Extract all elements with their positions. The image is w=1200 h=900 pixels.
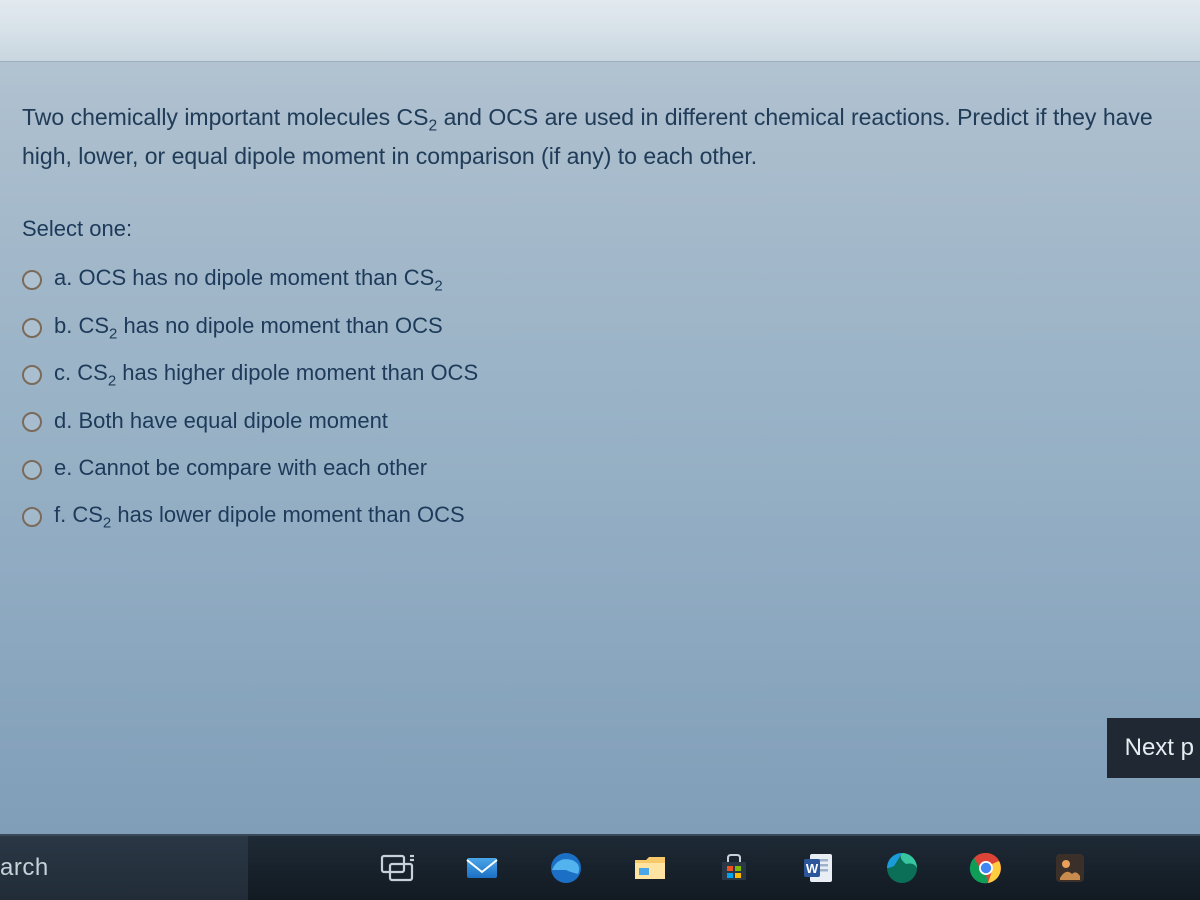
option-d[interactable]: d. Both have equal dipole moment — [22, 399, 1178, 446]
mail-icon[interactable] — [462, 848, 502, 888]
option-subscript: 2 — [108, 373, 116, 390]
windows-taskbar: arch — [0, 836, 1200, 900]
option-e[interactable]: e. Cannot be compare with each other — [22, 446, 1178, 493]
option-letter: c. — [54, 360, 71, 385]
option-e-label: e. Cannot be compare with each other — [54, 455, 427, 484]
next-page-button[interactable]: Next p — [1107, 718, 1200, 778]
radio-icon[interactable] — [22, 270, 42, 290]
edge-chromium-icon[interactable] — [882, 848, 922, 888]
option-letter: b. — [54, 313, 72, 338]
option-text-pre: CS — [78, 313, 109, 338]
header-strip — [0, 0, 1200, 62]
next-page-label: Next p — [1125, 734, 1194, 761]
microsoft-store-icon[interactable] — [714, 848, 754, 888]
taskbar-search[interactable]: arch — [0, 836, 248, 900]
option-c[interactable]: c. CS2 has higher dipole moment than OCS — [22, 351, 1178, 398]
option-letter: a. — [54, 265, 72, 290]
option-text-pre: Both have equal dipole moment — [78, 408, 387, 433]
question-text-part-1: Two chemically important molecules CS — [22, 104, 428, 130]
radio-icon[interactable] — [22, 318, 42, 338]
word-icon[interactable]: W — [798, 848, 838, 888]
option-text-pre: OCS has no dipole moment than CS — [78, 265, 434, 290]
option-subscript: 2 — [434, 278, 442, 295]
option-letter: f. — [54, 502, 66, 527]
option-f-label: f. CS2 has lower dipole moment than OCS — [54, 502, 465, 531]
option-text-post: has no dipole moment than OCS — [117, 313, 442, 338]
question-text-subscript: 2 — [428, 118, 437, 135]
radio-icon[interactable] — [22, 365, 42, 385]
option-c-label: c. CS2 has higher dipole moment than OCS — [54, 360, 478, 389]
option-text-pre: CS — [77, 360, 108, 385]
option-letter: e. — [54, 455, 72, 480]
search-input[interactable]: arch — [0, 854, 49, 882]
app-icon[interactable] — [1050, 848, 1090, 888]
svg-text:W: W — [806, 861, 819, 876]
option-f[interactable]: f. CS2 has lower dipole moment than OCS — [22, 493, 1178, 540]
file-explorer-icon[interactable] — [630, 848, 670, 888]
taskbar-icons: W — [378, 836, 1090, 900]
option-letter: d. — [54, 408, 72, 433]
option-text-post: has lower dipole moment than OCS — [111, 502, 464, 527]
options-list: a. OCS has no dipole moment than CS2 b. … — [22, 256, 1178, 540]
radio-icon[interactable] — [22, 460, 42, 480]
question-area: Two chemically important molecules CS2 a… — [0, 62, 1200, 541]
radio-icon[interactable] — [22, 507, 42, 527]
quiz-page: Two chemically important molecules CS2 a… — [0, 0, 1200, 900]
option-a[interactable]: a. OCS has no dipole moment than CS2 — [22, 256, 1178, 303]
edge-icon[interactable] — [546, 848, 586, 888]
radio-icon[interactable] — [22, 412, 42, 432]
option-text-pre: Cannot be compare with each other — [78, 455, 427, 480]
option-b[interactable]: b. CS2 has no dipole moment than OCS — [22, 304, 1178, 351]
question-text: Two chemically important molecules CS2 a… — [22, 100, 1178, 174]
option-b-label: b. CS2 has no dipole moment than OCS — [54, 313, 443, 342]
option-d-label: d. Both have equal dipole moment — [54, 408, 388, 437]
task-view-icon[interactable] — [378, 848, 418, 888]
chrome-icon[interactable] — [966, 848, 1006, 888]
option-a-label: a. OCS has no dipole moment than CS2 — [54, 265, 443, 294]
option-subscript: 2 — [103, 515, 111, 532]
option-text-pre: CS — [72, 502, 103, 527]
select-one-label: Select one: — [22, 216, 1178, 242]
option-text-post: has higher dipole moment than OCS — [116, 360, 478, 385]
